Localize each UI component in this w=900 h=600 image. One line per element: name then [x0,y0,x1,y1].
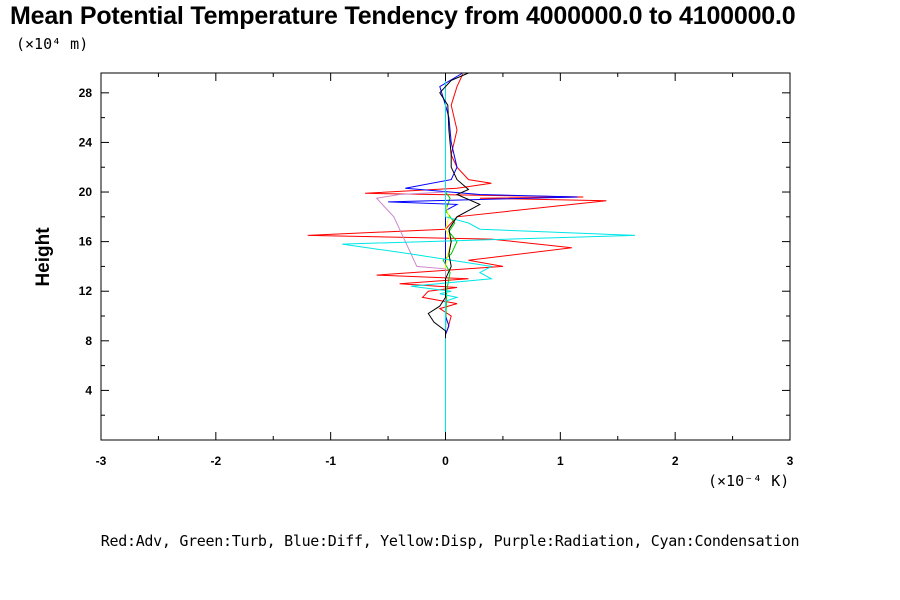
chart-title: Mean Potential Temperature Tendency from… [10,2,796,30]
series-line-radiation [375,73,446,440]
y-tick-label: 12 [79,284,93,298]
x-tick-label: -1 [325,454,336,468]
x-tick-label: 2 [672,454,679,468]
y-tick-label: 8 [85,334,92,348]
y-tick-label: 4 [85,383,92,397]
y-tick-label: 28 [79,86,93,100]
legend-text: Red:Adv, Green:Turb, Blue:Diff, Yellow:D… [100,532,800,550]
series-line-adv [307,73,607,440]
x-axis-unit-label: (×10⁻⁴ K) [708,472,790,490]
series-line-condensation [342,73,636,440]
x-tick-label: 3 [787,454,794,468]
x-tick-label: 1 [557,454,564,468]
series-line-total [427,72,482,339]
y-tick-label: 20 [79,185,93,199]
x-tick-label: 0 [442,454,449,468]
x-tick-label: -3 [96,454,107,468]
series-line-turb [442,73,458,440]
series-layer [307,72,636,440]
series-line-disp [444,73,452,440]
x-tick-label: -2 [210,454,221,468]
y-tick-label: 24 [79,135,93,149]
series-line-diff [388,72,578,440]
y-axis-unit-label: (×10⁴ m) [16,35,89,53]
y-tick-label: 16 [79,235,93,249]
